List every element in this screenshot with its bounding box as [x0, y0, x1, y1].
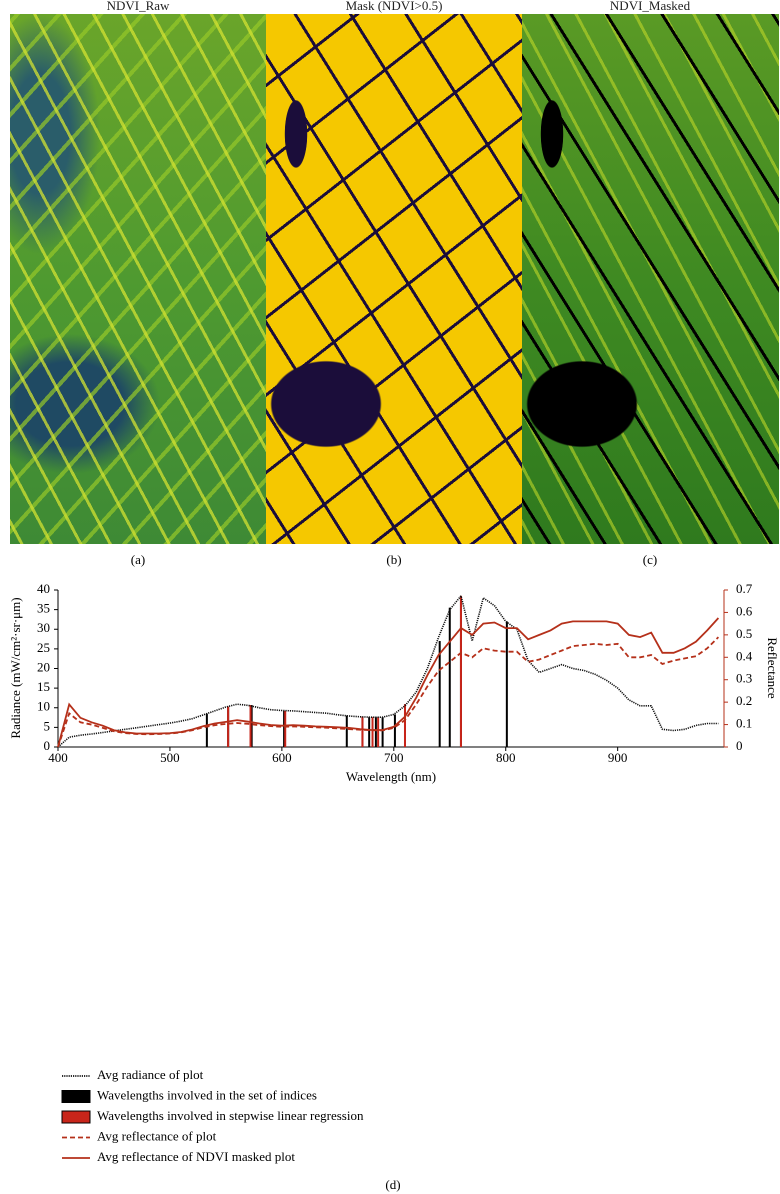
legend-label: Avg reflectance of NDVI masked plot: [97, 1149, 295, 1164]
wavelength-bar: [374, 717, 377, 747]
wavelength-bar: [345, 715, 348, 747]
legend-label: Wavelengths involved in stepwise linear …: [97, 1108, 364, 1123]
y2-tick-label: 0.7: [736, 581, 753, 596]
wavelength-bar: [205, 713, 208, 747]
ndvi-raw-image: [10, 14, 267, 544]
legend-label: Avg radiance of plot: [97, 1067, 204, 1082]
wavelength-bar: [381, 717, 384, 747]
wavelength-bar: [403, 704, 406, 747]
wavelength-bar: [227, 706, 230, 747]
y-tick-label: 10: [37, 699, 50, 714]
legend-swatch: [61, 1090, 91, 1103]
wavelength-bar: [361, 716, 364, 747]
wavelength-bar: [438, 641, 441, 747]
mask-image: [266, 14, 523, 544]
panel-label: (b): [386, 552, 402, 567]
y2-tick-label: 0.4: [736, 648, 753, 663]
series-line: [57, 617, 720, 748]
wavelength-bar: [283, 710, 286, 747]
y-tick-label: 35: [37, 601, 50, 616]
panel-title: NDVI_Raw: [106, 0, 170, 13]
legend-swatch: [61, 1110, 91, 1124]
wavelength-bar: [459, 595, 462, 747]
y-axis-label: Radiance (mW/cm²·sr·μm): [8, 597, 23, 738]
y-tick-label: 40: [37, 581, 50, 596]
panel-title: NDVI_Masked: [609, 0, 691, 13]
panel-label: (d): [385, 1177, 400, 1192]
wavelength-bar: [377, 717, 380, 747]
x-tick-label: 700: [384, 750, 404, 765]
y2-tick-label: 0.6: [736, 603, 753, 618]
y2-tick-label: 0.5: [736, 626, 752, 641]
y2-tick-label: 0.2: [736, 693, 752, 708]
wavelength-bar: [368, 717, 371, 747]
y-tick-label: 30: [37, 620, 50, 635]
legend-label: Wavelengths involved in the set of indic…: [97, 1087, 317, 1102]
y2-tick-label: 0.3: [736, 671, 752, 686]
y-tick-label: 15: [37, 679, 50, 694]
x-tick-label: 400: [48, 750, 68, 765]
series-line: [57, 594, 719, 748]
wavelength-bar: [505, 621, 508, 747]
wavelength-bar: [249, 705, 252, 747]
x-tick-label: 600: [272, 750, 292, 765]
panel-title: Mask (NDVI>0.5): [345, 0, 443, 13]
x-tick-label: 800: [496, 750, 516, 765]
x-tick-label: 500: [160, 750, 180, 765]
series-line: [57, 636, 720, 748]
wavelength-bar: [448, 607, 451, 747]
wavelength-bar: [393, 714, 396, 747]
y2-axis-label: Reflectance: [765, 637, 780, 699]
x-axis-label: Wavelength (nm): [346, 769, 436, 784]
y-tick-label: 25: [37, 640, 50, 655]
wavelength-bar: [250, 705, 253, 747]
wavelength-bar: [284, 710, 287, 747]
legend-label: Avg reflectance of plot: [97, 1128, 217, 1143]
panel-label: (a): [130, 552, 146, 567]
y-tick-label: 0: [44, 738, 51, 753]
y2-tick-label: 0.1: [736, 716, 752, 731]
wavelength-bar: [371, 717, 374, 747]
y-tick-label: 20: [37, 659, 50, 674]
y-tick-label: 5: [44, 718, 51, 733]
panel-label: (c): [642, 552, 658, 567]
ndvi-masked-image: [522, 14, 779, 544]
y2-tick-label: 0: [736, 738, 743, 753]
x-tick-label: 900: [608, 750, 628, 765]
